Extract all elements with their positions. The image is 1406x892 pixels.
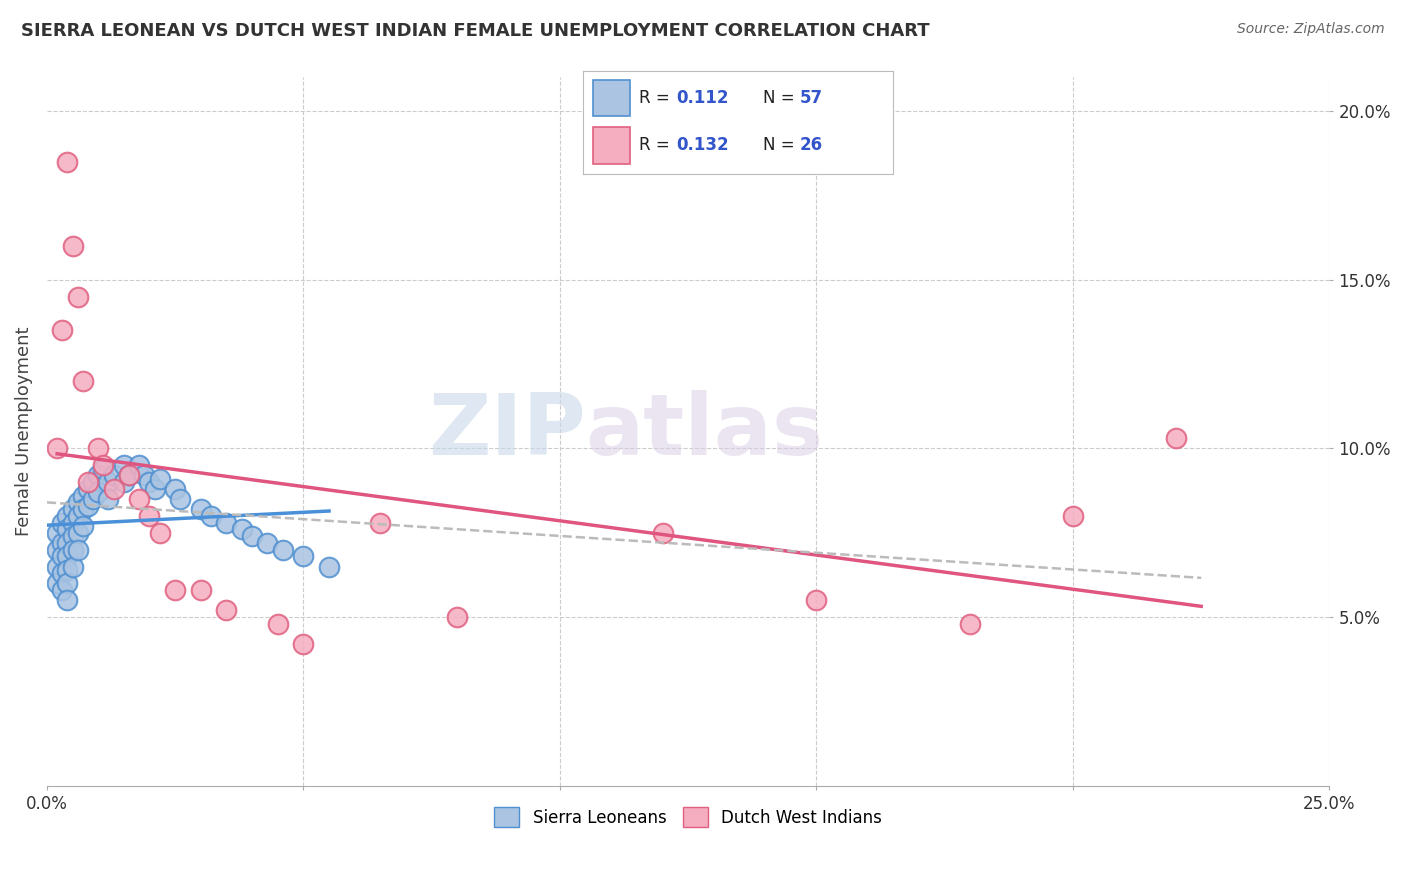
Point [51, 549, 73, 564]
Point [56, 563, 79, 577]
Point [215, 603, 238, 617]
Point [190, 502, 212, 516]
Point [51, 566, 73, 581]
Point [446, 610, 468, 624]
Point [112, 475, 135, 490]
Point [959, 616, 981, 631]
Point [118, 468, 141, 483]
Point [46, 559, 69, 574]
Point [87, 468, 110, 483]
Legend: Sierra Leoneans, Dutch West Indians: Sierra Leoneans, Dutch West Indians [488, 800, 889, 834]
Point [138, 475, 160, 490]
Point [256, 536, 278, 550]
Text: N =: N = [763, 89, 800, 107]
Point [91, 461, 114, 475]
Point [56, 154, 79, 169]
Point [97, 475, 120, 490]
Point [56, 593, 79, 607]
Point [103, 482, 125, 496]
Text: Source: ZipAtlas.com: Source: ZipAtlas.com [1237, 22, 1385, 37]
Point [46, 576, 69, 591]
Point [51, 516, 73, 530]
Point [292, 637, 315, 651]
Point [56, 549, 79, 564]
Point [87, 485, 110, 500]
Point [240, 529, 263, 543]
Point [51, 536, 73, 550]
Text: SIERRA LEONEAN VS DUTCH WEST INDIAN FEMALE UNEMPLOYMENT CORRELATION CHART: SIERRA LEONEAN VS DUTCH WEST INDIAN FEMA… [21, 22, 929, 40]
Point [72, 489, 94, 503]
Point [66, 525, 89, 540]
Point [128, 458, 150, 473]
Text: N =: N = [763, 136, 800, 154]
Point [77, 475, 100, 490]
Point [806, 593, 828, 607]
Text: 26: 26 [800, 136, 823, 154]
Point [318, 559, 340, 574]
Point [87, 442, 110, 456]
Point [149, 525, 172, 540]
Point [128, 492, 150, 507]
Point [62, 559, 84, 574]
Point [72, 519, 94, 533]
Point [169, 492, 191, 507]
Point [271, 542, 294, 557]
Point [651, 525, 673, 540]
Text: R =: R = [640, 136, 675, 154]
Point [56, 576, 79, 591]
Text: ZIP: ZIP [427, 390, 585, 473]
Point [91, 458, 114, 473]
Point [292, 549, 315, 564]
Point [46, 542, 69, 557]
Point [77, 499, 100, 513]
Point [370, 516, 392, 530]
Point [231, 523, 253, 537]
Point [72, 374, 94, 388]
Point [56, 523, 79, 537]
Point [134, 468, 156, 483]
Point [56, 508, 79, 523]
Point [62, 542, 84, 557]
Point [165, 482, 187, 496]
Point [51, 583, 73, 598]
Point [118, 468, 141, 483]
Bar [593, 79, 630, 117]
Point [46, 525, 69, 540]
Point [66, 495, 89, 509]
Y-axis label: Female Unemployment: Female Unemployment [15, 326, 32, 536]
Point [190, 583, 212, 598]
Point [72, 502, 94, 516]
Point [66, 508, 89, 523]
Point [215, 516, 238, 530]
Point [1164, 431, 1187, 445]
Point [82, 475, 104, 490]
Text: 0.132: 0.132 [676, 136, 728, 154]
Point [66, 542, 89, 557]
Text: R =: R = [640, 89, 675, 107]
Point [112, 458, 135, 473]
Text: atlas: atlas [585, 390, 824, 473]
Point [62, 502, 84, 516]
Text: 57: 57 [800, 89, 823, 107]
Point [1062, 508, 1084, 523]
Point [165, 583, 187, 598]
Point [103, 468, 125, 483]
Point [143, 482, 166, 496]
Bar [593, 127, 630, 163]
Point [200, 508, 222, 523]
Point [138, 508, 160, 523]
Point [97, 492, 120, 507]
Point [51, 323, 73, 337]
Point [62, 239, 84, 253]
Point [62, 529, 84, 543]
Point [77, 482, 100, 496]
Point [62, 516, 84, 530]
Text: 0.112: 0.112 [676, 89, 728, 107]
Point [46, 442, 69, 456]
Point [82, 492, 104, 507]
Point [267, 616, 290, 631]
Point [149, 472, 172, 486]
Point [56, 536, 79, 550]
Point [66, 290, 89, 304]
